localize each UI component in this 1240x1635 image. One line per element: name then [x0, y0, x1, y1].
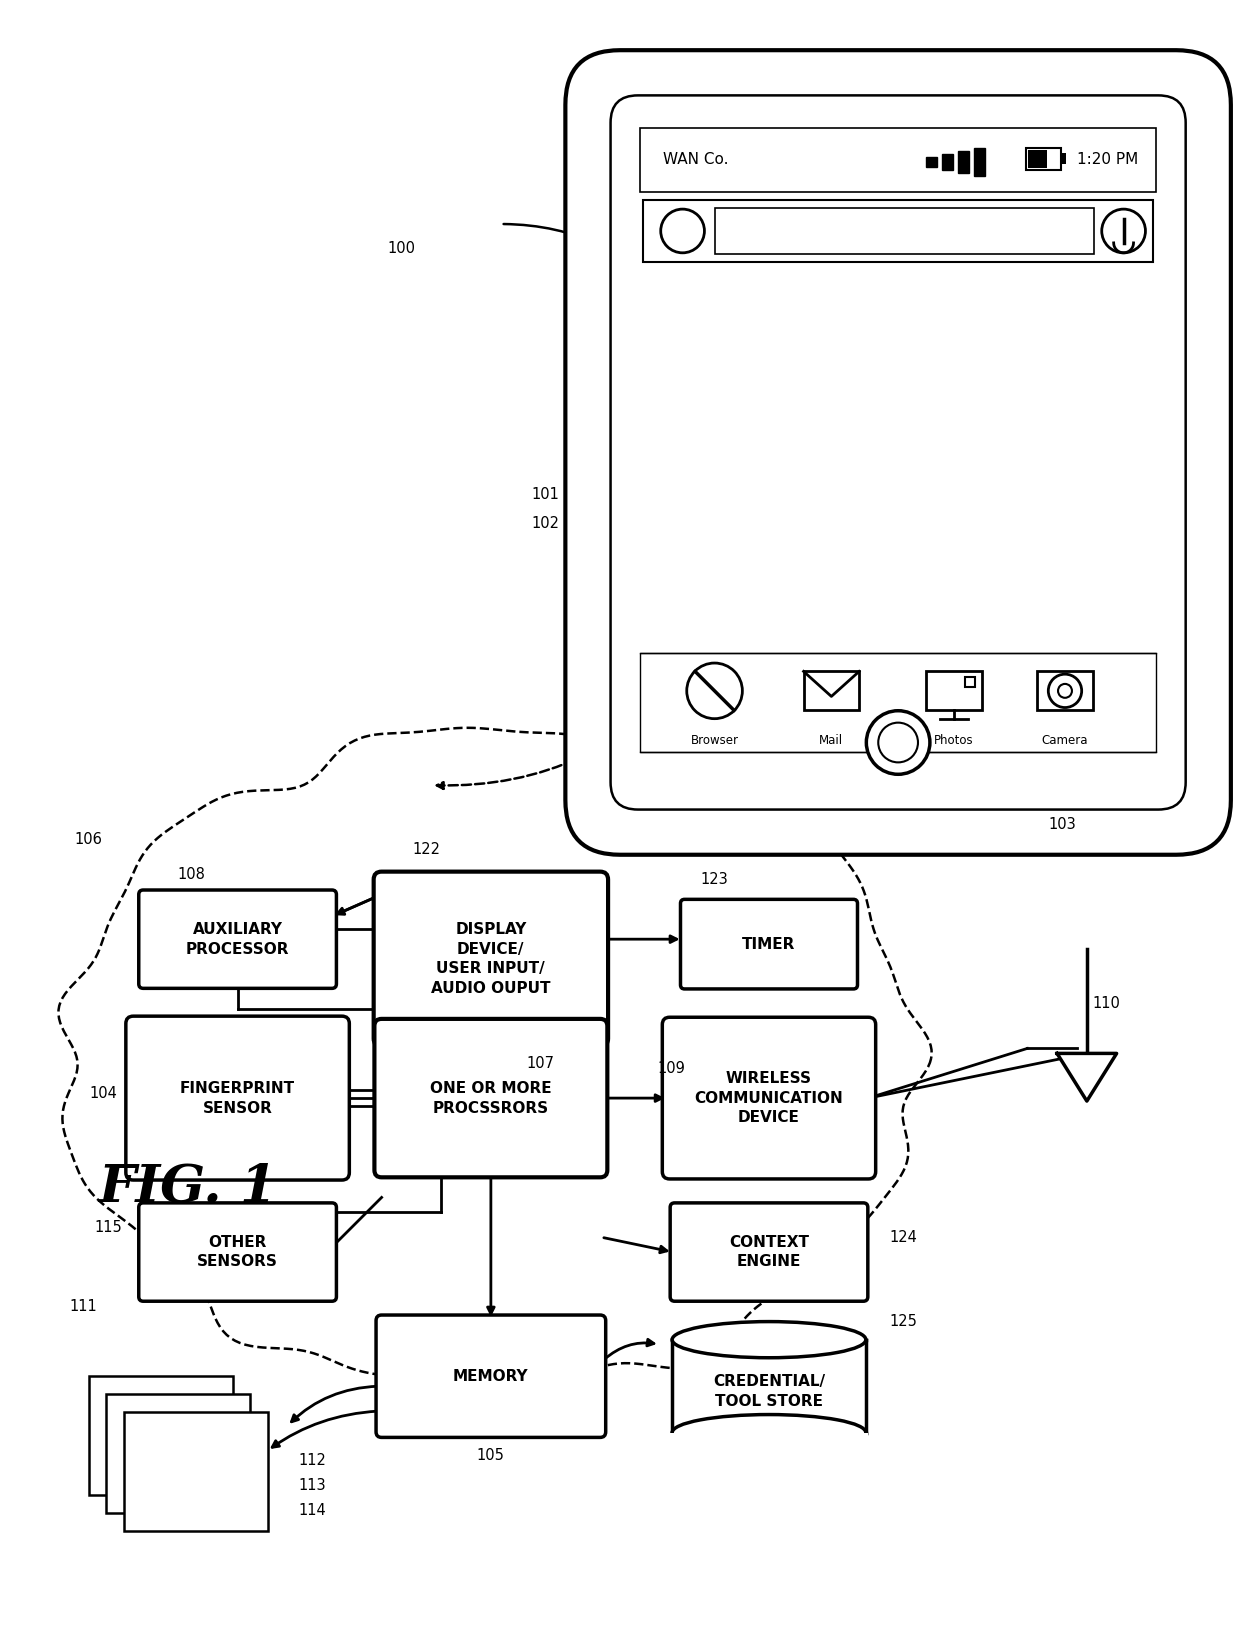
Text: TIMER: TIMER — [743, 937, 796, 952]
Bar — [973, 149, 985, 177]
Bar — [124, 1413, 268, 1530]
FancyBboxPatch shape — [670, 1203, 868, 1301]
Text: 101: 101 — [532, 487, 559, 502]
Text: 123: 123 — [701, 871, 728, 888]
Bar — [1037, 672, 1092, 710]
Text: 108: 108 — [177, 867, 205, 883]
Bar — [1060, 154, 1066, 165]
Text: 107: 107 — [527, 1056, 554, 1071]
Text: Mail: Mail — [820, 734, 843, 747]
Bar — [1025, 149, 1060, 170]
Bar — [672, 1339, 866, 1432]
Text: AUXILIARY
PROCESSOR: AUXILIARY PROCESSOR — [186, 922, 289, 956]
Text: Browser: Browser — [691, 734, 739, 747]
Circle shape — [878, 723, 918, 762]
FancyBboxPatch shape — [376, 1315, 605, 1437]
Text: CREDENTIAL/
TOOL STORE: CREDENTIAL/ TOOL STORE — [713, 1373, 825, 1409]
Circle shape — [687, 664, 743, 719]
FancyBboxPatch shape — [374, 1019, 608, 1177]
Text: 125: 125 — [889, 1315, 918, 1329]
Text: FIG. 1: FIG. 1 — [98, 1162, 278, 1213]
FancyBboxPatch shape — [610, 95, 1185, 809]
Bar — [804, 672, 859, 710]
Text: 106: 106 — [74, 832, 103, 847]
Bar — [942, 154, 952, 170]
Bar — [926, 672, 982, 710]
Bar — [926, 157, 937, 167]
Bar — [640, 128, 1157, 193]
Bar — [670, 1432, 868, 1454]
Text: CONTEXT
ENGINE: CONTEXT ENGINE — [729, 1234, 808, 1269]
Circle shape — [867, 711, 930, 775]
Circle shape — [1102, 209, 1146, 253]
Text: MEMORY: MEMORY — [453, 1368, 528, 1383]
Text: 115: 115 — [94, 1220, 123, 1234]
Text: 104: 104 — [89, 1086, 118, 1100]
Bar — [642, 199, 1153, 262]
Circle shape — [661, 209, 704, 253]
FancyBboxPatch shape — [662, 1017, 875, 1179]
FancyBboxPatch shape — [373, 871, 608, 1046]
Text: 111: 111 — [69, 1300, 98, 1315]
Text: WIRELESS
COMMUNICATION
DEVICE: WIRELESS COMMUNICATION DEVICE — [694, 1071, 843, 1125]
Bar — [640, 652, 1157, 752]
Text: 100: 100 — [387, 242, 415, 257]
Text: 102: 102 — [532, 517, 559, 531]
Text: 105: 105 — [477, 1449, 505, 1463]
Text: 109: 109 — [657, 1061, 686, 1076]
Bar — [1028, 150, 1047, 168]
Circle shape — [1058, 683, 1071, 698]
Text: 112: 112 — [298, 1454, 326, 1468]
Text: 124: 124 — [889, 1230, 918, 1244]
Bar — [715, 208, 1094, 253]
Text: 122: 122 — [413, 842, 440, 857]
Text: Photos: Photos — [934, 734, 973, 747]
FancyBboxPatch shape — [139, 889, 336, 988]
Text: 1:20 PM: 1:20 PM — [1078, 152, 1138, 167]
Text: 110: 110 — [1092, 996, 1121, 1010]
Ellipse shape — [672, 1414, 866, 1450]
Bar — [957, 150, 968, 173]
Text: WAN Co.: WAN Co. — [662, 152, 728, 167]
Text: ONE OR MORE
PROCSSRORS: ONE OR MORE PROCSSRORS — [430, 1081, 552, 1115]
Text: OTHER
SENSORS: OTHER SENSORS — [197, 1234, 278, 1269]
Text: Camera: Camera — [1042, 734, 1089, 747]
Text: 113: 113 — [299, 1478, 326, 1493]
Polygon shape — [1056, 1053, 1117, 1100]
FancyBboxPatch shape — [125, 1017, 350, 1180]
Bar — [88, 1377, 233, 1496]
Bar — [107, 1395, 250, 1514]
FancyBboxPatch shape — [139, 1203, 336, 1301]
FancyBboxPatch shape — [565, 51, 1231, 855]
FancyBboxPatch shape — [681, 899, 858, 989]
Circle shape — [1048, 674, 1081, 708]
Text: 103: 103 — [1048, 818, 1076, 832]
Text: 114: 114 — [298, 1503, 326, 1517]
Bar — [965, 677, 975, 687]
Text: FINGERPRINT
SENSOR: FINGERPRINT SENSOR — [180, 1081, 295, 1115]
Ellipse shape — [672, 1321, 866, 1357]
Text: DISPLAY
DEVICE/
USER INPUT/
AUDIO OUPUT: DISPLAY DEVICE/ USER INPUT/ AUDIO OUPUT — [432, 922, 551, 996]
